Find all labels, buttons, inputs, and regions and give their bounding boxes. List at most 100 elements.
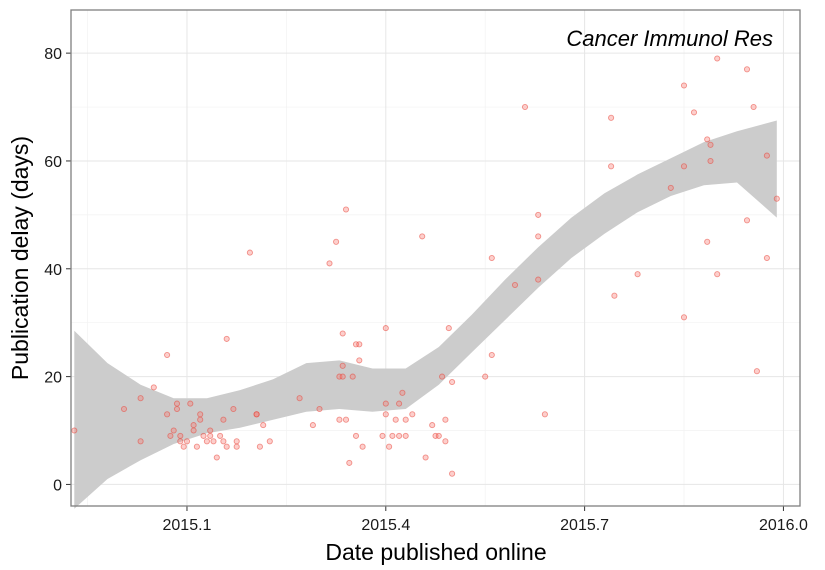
data-point bbox=[680, 82, 688, 89]
data-point bbox=[137, 395, 144, 402]
data-point bbox=[296, 395, 303, 402]
data-point bbox=[482, 373, 489, 380]
data-point bbox=[449, 470, 456, 477]
data-point bbox=[753, 368, 760, 375]
data-point bbox=[439, 373, 446, 380]
data-point bbox=[386, 443, 393, 450]
data-point bbox=[773, 195, 780, 202]
data-point bbox=[449, 378, 456, 386]
data-point bbox=[763, 152, 770, 159]
data-point bbox=[233, 438, 240, 445]
y-tick-label: 20 bbox=[44, 370, 62, 387]
data-point bbox=[177, 432, 184, 439]
data-point bbox=[352, 432, 360, 439]
data-point bbox=[200, 432, 207, 439]
y-axis-title: Publication delay (days) bbox=[7, 136, 33, 380]
data-point bbox=[541, 411, 548, 418]
data-point bbox=[382, 411, 389, 418]
data-point bbox=[392, 416, 399, 423]
data-point bbox=[207, 427, 214, 434]
data-point bbox=[193, 443, 200, 450]
data-point bbox=[488, 254, 495, 262]
data-point bbox=[442, 438, 449, 445]
data-point bbox=[521, 103, 529, 111]
data-point bbox=[220, 438, 227, 445]
data-point bbox=[743, 217, 751, 224]
data-point bbox=[743, 66, 751, 73]
data-point bbox=[704, 136, 711, 143]
data-point bbox=[511, 281, 519, 289]
data-point bbox=[339, 362, 346, 369]
data-point bbox=[680, 163, 688, 170]
data-point bbox=[326, 260, 333, 267]
x-axis-title: Date published online bbox=[325, 539, 546, 565]
data-point bbox=[120, 405, 128, 413]
data-point bbox=[399, 389, 406, 396]
data-point bbox=[336, 416, 343, 423]
data-point bbox=[359, 443, 366, 450]
data-point bbox=[379, 432, 386, 439]
data-point bbox=[309, 422, 316, 429]
x-tick-label: 2015.1 bbox=[163, 517, 212, 534]
data-point bbox=[187, 400, 194, 407]
data-point bbox=[190, 422, 197, 429]
data-point bbox=[220, 416, 227, 423]
data-point bbox=[442, 416, 449, 423]
y-tick-label: 60 bbox=[44, 154, 62, 171]
data-point bbox=[207, 432, 214, 439]
data-point bbox=[356, 357, 363, 364]
data-point bbox=[535, 211, 542, 218]
data-point bbox=[422, 454, 429, 461]
x-tick-label: 2016.0 bbox=[759, 517, 808, 534]
data-point bbox=[170, 427, 177, 434]
data-point bbox=[680, 314, 688, 321]
data-point bbox=[183, 438, 191, 445]
y-tick-label: 0 bbox=[53, 477, 62, 494]
confidence-band-group bbox=[74, 120, 777, 509]
data-point bbox=[707, 157, 714, 165]
data-point bbox=[197, 416, 204, 423]
data-point bbox=[667, 184, 674, 191]
data-point bbox=[435, 432, 442, 439]
data-point bbox=[150, 384, 157, 391]
data-point bbox=[382, 325, 389, 332]
data-point bbox=[173, 400, 181, 407]
data-point bbox=[402, 432, 409, 439]
data-point bbox=[349, 373, 356, 380]
data-point bbox=[611, 292, 618, 299]
data-point bbox=[389, 432, 396, 439]
data-point bbox=[190, 427, 197, 434]
data-point bbox=[316, 405, 323, 413]
data-point bbox=[714, 271, 721, 278]
data-point bbox=[137, 438, 144, 445]
plot-border bbox=[70, 9, 801, 507]
data-point bbox=[402, 416, 409, 423]
x-tick-label: 2015.7 bbox=[560, 517, 609, 534]
scatter-points bbox=[71, 55, 780, 477]
data-point bbox=[266, 438, 273, 445]
confidence-band bbox=[74, 120, 777, 509]
data-point bbox=[342, 416, 350, 423]
data-point bbox=[167, 432, 174, 439]
data-point bbox=[488, 351, 495, 359]
x-tick-label: 2015.4 bbox=[361, 517, 410, 534]
y-tick-label: 40 bbox=[44, 262, 62, 279]
data-point bbox=[382, 400, 389, 407]
data-point bbox=[690, 109, 698, 116]
data-point bbox=[223, 443, 230, 450]
data-point bbox=[409, 411, 416, 418]
data-point bbox=[750, 103, 757, 111]
data-point bbox=[177, 438, 184, 445]
data-point bbox=[333, 238, 340, 245]
data-point bbox=[346, 459, 353, 466]
data-point bbox=[256, 443, 263, 450]
data-point bbox=[180, 443, 187, 450]
data-point bbox=[356, 341, 363, 348]
data-point bbox=[173, 405, 181, 413]
data-point bbox=[608, 163, 615, 170]
data-point bbox=[445, 325, 452, 332]
data-point bbox=[197, 411, 204, 418]
data-point bbox=[223, 335, 230, 342]
data-point bbox=[164, 411, 171, 418]
